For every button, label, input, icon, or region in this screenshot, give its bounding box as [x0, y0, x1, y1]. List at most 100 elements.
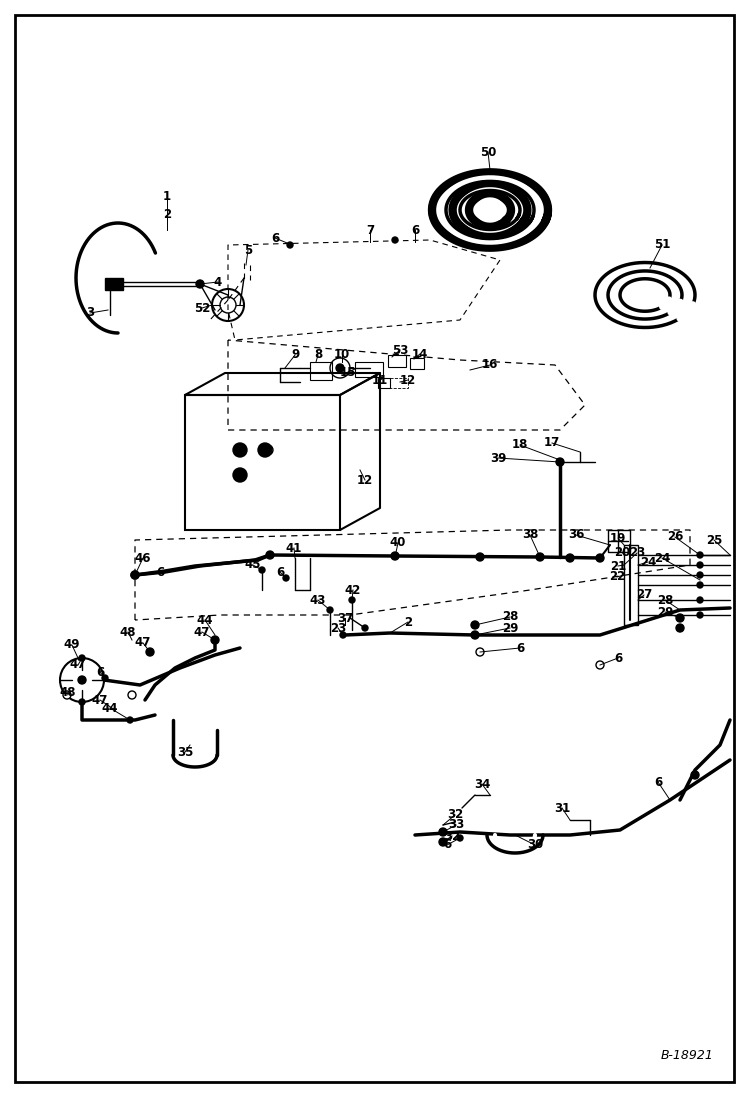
Text: 27: 27 — [636, 588, 652, 601]
Circle shape — [697, 552, 703, 558]
Circle shape — [697, 583, 703, 588]
Text: 22: 22 — [609, 570, 625, 584]
Circle shape — [131, 572, 139, 579]
Text: 2: 2 — [163, 208, 171, 222]
Text: 28: 28 — [502, 611, 518, 623]
Text: 48: 48 — [120, 625, 136, 638]
Circle shape — [557, 459, 563, 465]
Text: 6: 6 — [654, 776, 662, 789]
Circle shape — [131, 572, 139, 579]
Bar — [310, 362, 332, 380]
Text: 24: 24 — [654, 552, 670, 565]
Text: 23: 23 — [629, 546, 645, 559]
Text: 14: 14 — [412, 348, 428, 361]
Circle shape — [78, 676, 86, 685]
Text: 42: 42 — [345, 584, 361, 597]
Text: 6: 6 — [271, 231, 279, 245]
Text: 25: 25 — [706, 533, 722, 546]
Bar — [185, 395, 340, 530]
Text: 36: 36 — [568, 529, 584, 542]
Circle shape — [336, 364, 344, 372]
Bar — [608, 530, 630, 552]
Circle shape — [697, 562, 703, 568]
Text: 32: 32 — [444, 829, 460, 842]
Text: B-18921: B-18921 — [661, 1049, 714, 1062]
Text: 29: 29 — [502, 622, 518, 634]
Text: 38: 38 — [522, 529, 539, 542]
Circle shape — [439, 838, 447, 846]
Text: 44: 44 — [102, 701, 118, 714]
Text: 44: 44 — [197, 613, 213, 626]
Bar — [390, 378, 408, 388]
Text: 30: 30 — [527, 838, 543, 851]
Circle shape — [566, 554, 574, 562]
Text: 41: 41 — [286, 542, 302, 554]
Text: 26: 26 — [667, 531, 683, 543]
Circle shape — [102, 675, 108, 681]
Circle shape — [439, 828, 447, 836]
Circle shape — [596, 661, 604, 669]
Circle shape — [63, 691, 71, 699]
Circle shape — [676, 614, 684, 622]
Text: 6: 6 — [96, 666, 104, 679]
Text: 20: 20 — [614, 545, 630, 558]
Text: 6: 6 — [411, 224, 419, 237]
Text: 12: 12 — [357, 474, 373, 486]
Circle shape — [127, 717, 133, 723]
Circle shape — [128, 691, 136, 699]
Text: 43: 43 — [310, 593, 326, 607]
Circle shape — [596, 554, 604, 562]
Bar — [388, 355, 406, 367]
Bar — [624, 545, 638, 625]
Circle shape — [697, 612, 703, 618]
Text: 53: 53 — [392, 343, 408, 357]
Text: 11: 11 — [372, 373, 388, 386]
Circle shape — [676, 624, 684, 632]
Text: 1: 1 — [163, 190, 171, 203]
Circle shape — [691, 771, 699, 779]
Text: 15: 15 — [340, 365, 357, 378]
Circle shape — [196, 280, 204, 289]
Text: 7: 7 — [366, 224, 374, 237]
Text: 9: 9 — [291, 349, 299, 362]
Circle shape — [283, 575, 289, 581]
Circle shape — [349, 597, 355, 603]
Circle shape — [79, 655, 85, 661]
Circle shape — [287, 242, 293, 248]
Text: 37: 37 — [337, 611, 353, 624]
Text: 28: 28 — [657, 593, 673, 607]
Circle shape — [476, 648, 484, 656]
Text: 45: 45 — [245, 558, 261, 572]
Circle shape — [327, 607, 333, 613]
Text: 5: 5 — [244, 244, 252, 257]
Text: 51: 51 — [654, 238, 670, 251]
Text: 6: 6 — [443, 838, 451, 851]
Circle shape — [471, 621, 479, 629]
Text: 29: 29 — [657, 606, 673, 619]
Bar — [355, 362, 383, 377]
Text: 39: 39 — [490, 452, 506, 464]
Bar — [378, 378, 390, 388]
Circle shape — [259, 567, 265, 573]
Circle shape — [536, 553, 544, 561]
Text: 47: 47 — [92, 693, 108, 706]
Text: 32: 32 — [447, 808, 463, 822]
Text: 47: 47 — [194, 625, 210, 638]
Text: 24: 24 — [640, 555, 656, 568]
Text: 31: 31 — [554, 802, 570, 814]
Text: 17: 17 — [544, 437, 560, 450]
Text: 35: 35 — [177, 746, 193, 758]
Circle shape — [233, 468, 247, 482]
Text: 49: 49 — [64, 638, 80, 652]
Text: 47: 47 — [135, 636, 151, 649]
Text: 10: 10 — [334, 349, 350, 362]
Circle shape — [697, 572, 703, 578]
Circle shape — [392, 237, 398, 244]
Text: 8: 8 — [314, 349, 322, 362]
Text: 6: 6 — [614, 652, 622, 665]
Circle shape — [79, 699, 85, 705]
Circle shape — [556, 459, 564, 466]
Text: 48: 48 — [60, 686, 76, 699]
Bar — [105, 278, 123, 290]
Text: 2: 2 — [404, 615, 412, 629]
